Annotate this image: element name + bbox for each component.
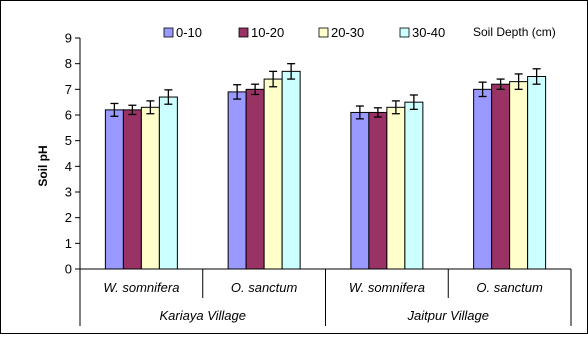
y-axis-label: Soil pH — [36, 145, 50, 186]
plot-area — [104, 63, 547, 270]
y-tick-label: 8 — [65, 56, 72, 71]
legend-label: 0-10 — [176, 25, 202, 40]
x-category-label: O. sanctum — [476, 280, 543, 295]
x-group-label: Kariaya Village — [160, 308, 246, 323]
bar-chart: 0 1 2 3 4 5 6 7 8 9 W. somnifera O. sanctum W. somni… — [36, 25, 572, 326]
bar — [281, 70, 301, 270]
legend-label: 20-30 — [331, 25, 364, 40]
x-category-label: O. sanctum — [231, 280, 298, 295]
x-group-label: Jaitpur Village — [407, 308, 489, 323]
legend-swatch — [399, 27, 410, 38]
bar — [245, 88, 265, 270]
y-tick-label: 1 — [65, 236, 72, 251]
legend-swatch — [318, 27, 329, 38]
legend: 0-10 10-20 20-30 30-40 — [163, 25, 445, 40]
y-tick-label: 9 — [65, 31, 72, 46]
bar — [122, 109, 142, 270]
y-tick-label: 3 — [65, 185, 72, 200]
legend-label: 30-40 — [412, 25, 445, 40]
x-category-label: W. somnifera — [103, 280, 179, 295]
bar — [158, 96, 178, 270]
legend-label: 10-20 — [251, 25, 284, 40]
bar — [527, 76, 547, 270]
bar — [368, 111, 388, 270]
legend-swatch — [163, 27, 174, 38]
bar — [140, 106, 160, 270]
y-tick-label: 4 — [65, 159, 72, 174]
legend-title: Soil Depth (cm) — [473, 25, 556, 39]
bar — [227, 91, 247, 270]
bar — [404, 101, 424, 270]
bar — [509, 81, 529, 270]
bar — [263, 78, 283, 270]
axes: 0 1 2 3 4 5 6 7 8 9 W. somnifera O. sanctum W. somni… — [65, 31, 572, 326]
y-tick-label: 6 — [65, 108, 72, 123]
y-tick-label: 7 — [65, 82, 72, 97]
bar — [386, 106, 406, 270]
bar — [491, 83, 511, 270]
bar — [473, 88, 493, 270]
y-tick-label: 2 — [65, 210, 72, 225]
x-category-label: W. somnifera — [349, 280, 425, 295]
bar — [104, 109, 124, 270]
y-tick-label: 5 — [65, 133, 72, 148]
legend-swatch — [238, 27, 249, 38]
y-tick-label: 0 — [65, 262, 72, 277]
bar — [350, 111, 370, 270]
